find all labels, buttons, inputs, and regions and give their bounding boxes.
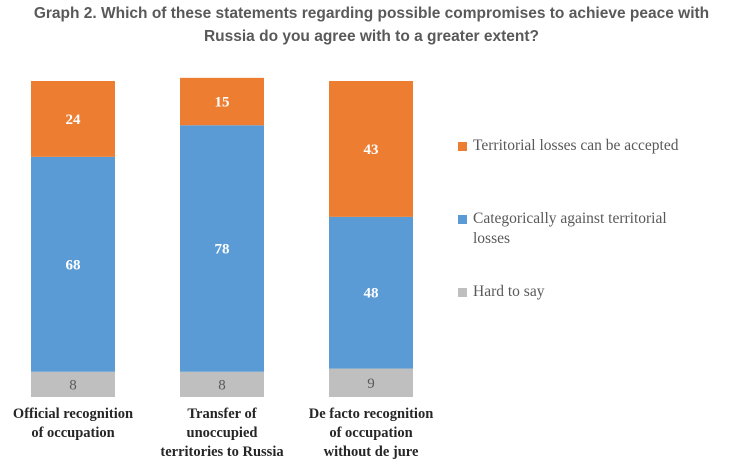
data-label-territorial-losses-can-be-accepted-3: 43 [364,142,379,158]
legend-label-2: Categorically against territorial losses [473,209,738,249]
bar-segment-categorically-against-territorial-losses-1 [31,156,115,372]
legend-label-2-line-2: losses [473,230,511,247]
data-label-categorically-against-territorial-losses-2: 78 [215,241,230,257]
bar-segment-territorial-losses-can-be-accepted-1 [31,81,115,157]
chart-title-line-1: Graph 2. Which of these statements regar… [33,5,710,22]
bar-segment-hard-to-say-3 [329,368,413,397]
bar-segment-hard-to-say-1 [31,371,115,397]
legend-swatch-1 [458,142,467,151]
bar-segment-territorial-losses-can-be-accepted-2 [180,77,264,126]
bar-segment-categorically-against-territorial-losses-2 [180,125,264,372]
category-label-3: De facto recognition of occupation without… [309,406,434,460]
data-label-hard-to-say-2: 8 [218,377,226,393]
data-label-territorial-losses-can-be-accepted-1: 24 [66,112,82,128]
chart-title-line-2: Russia do you agree with to a greater ex… [203,28,540,45]
data-label-hard-to-say-1: 8 [69,377,77,393]
legend-label-2-line-1: Categorically against territorial [473,210,667,227]
legend-swatch-2 [458,215,467,224]
legend-label-1-line-1: Territorial losses can be accepted [473,137,679,154]
chart-title: Graph 2. Which of these statements regar… [0,2,743,48]
data-label-categorically-against-territorial-losses-1: 68 [66,257,81,273]
data-label-categorically-against-territorial-losses-3: 48 [364,286,379,302]
category-label-2: Transfer of unoccupied territories to Russ… [160,406,284,460]
legend-label-3-line-1: Hard to say [473,283,545,300]
legend-label-3: Hard to say [473,282,738,302]
bar-segment-territorial-losses-can-be-accepted-3 [329,81,413,217]
bar-segment-hard-to-say-2 [180,371,264,397]
data-label-territorial-losses-can-be-accepted-2: 15 [215,95,230,111]
legend-label-1: Territorial losses can be accepted [473,136,738,156]
bar-segment-categorically-against-territorial-losses-3 [329,216,413,369]
data-label-hard-to-say-3: 9 [367,376,375,392]
legend-swatch-3 [458,288,467,297]
category-label-1: Official recognition of occupation [13,406,133,441]
